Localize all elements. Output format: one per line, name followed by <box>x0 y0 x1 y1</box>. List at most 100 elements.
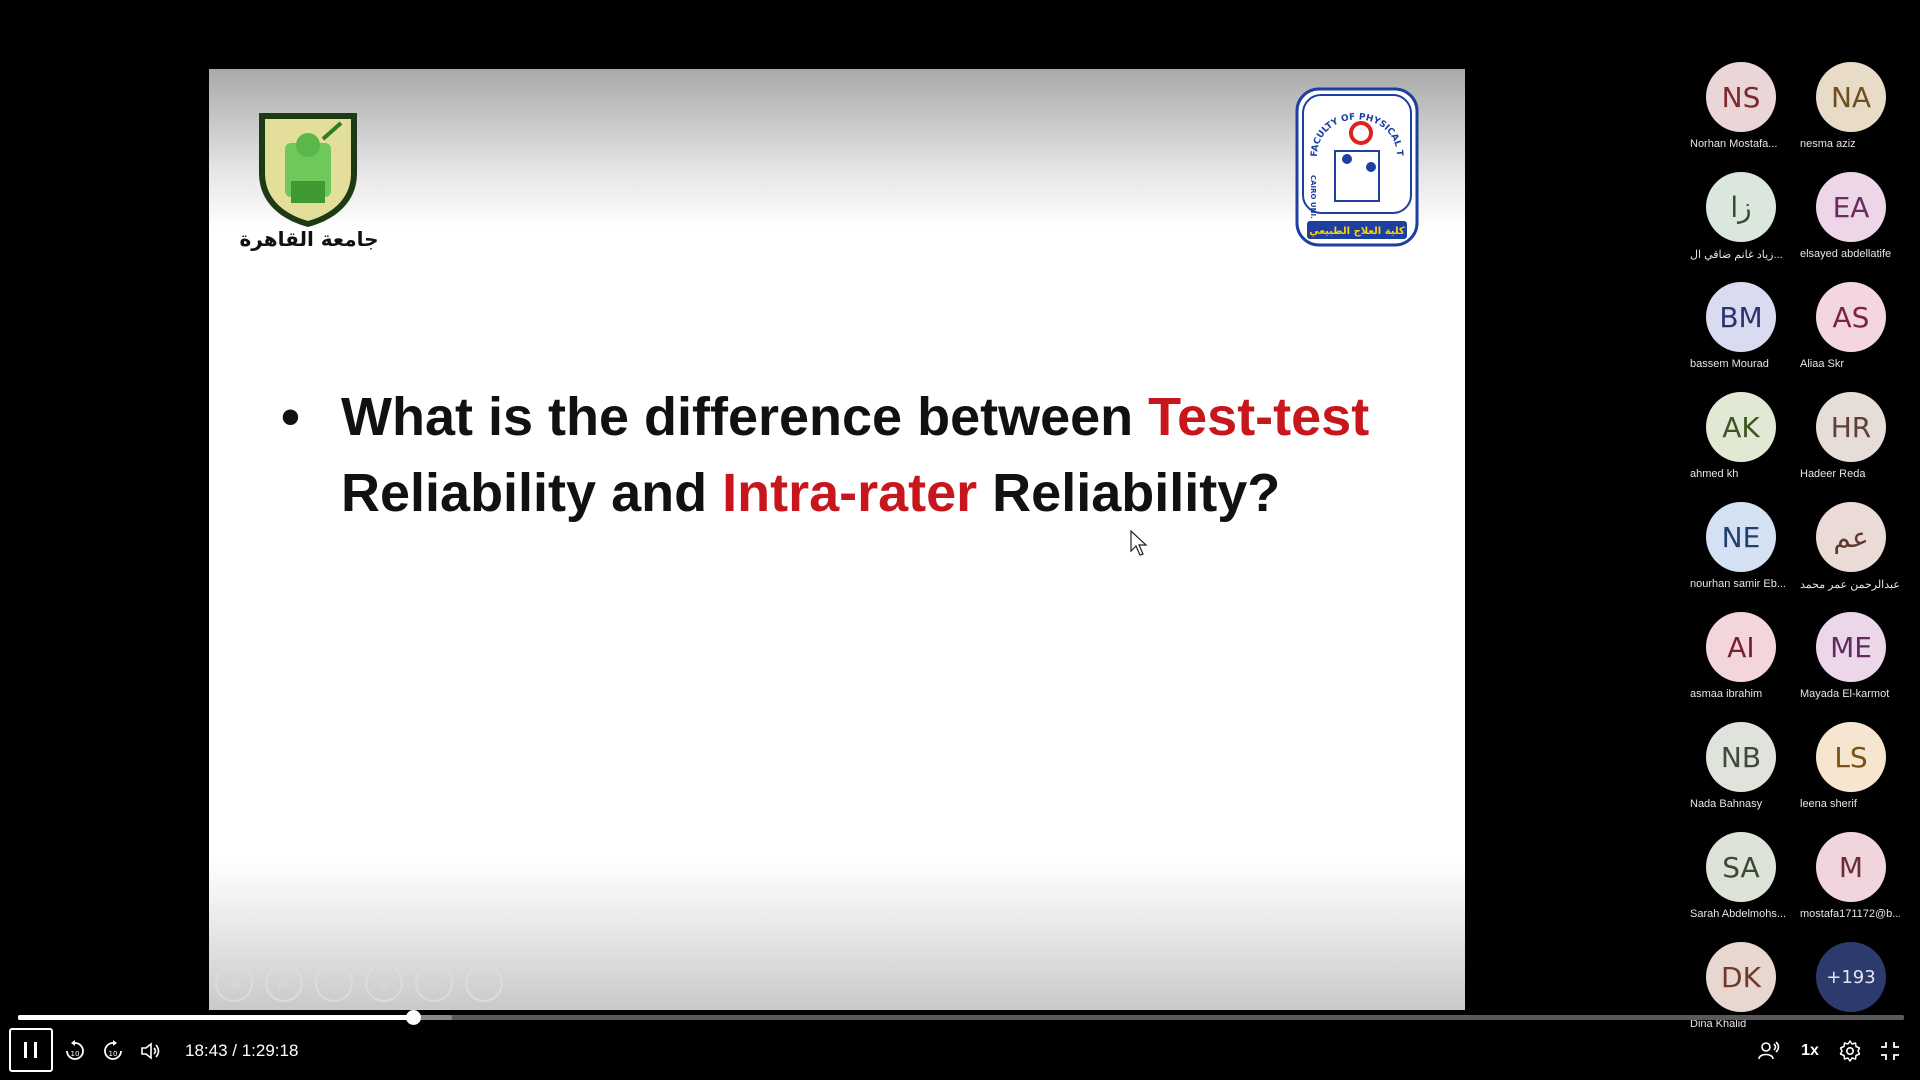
next-slide-icon[interactable]: ▶ <box>265 964 303 1002</box>
participant-tile[interactable]: زا زياد غانم ضاقي ال... <box>1690 172 1790 261</box>
played-range <box>18 1015 414 1020</box>
avatar: AK <box>1706 392 1776 462</box>
seek-handle[interactable] <box>406 1010 422 1025</box>
participants-icon <box>1758 1041 1780 1060</box>
avatar: عم <box>1816 502 1886 572</box>
participant-name: Hadeer Reda <box>1800 468 1866 480</box>
participant-name: mostafa171172@b... <box>1800 908 1900 920</box>
player-controls: 10 10 18:43 / 1:29:18 1x <box>0 1028 1920 1074</box>
mouse-cursor-icon <box>1130 530 1148 556</box>
participant-name: asmaa ibrahim <box>1690 688 1763 700</box>
more-participants-avatar: +193 <box>1816 942 1886 1012</box>
time-display: 18:43 / 1:29:18 <box>185 1028 298 1074</box>
participant-tile[interactable]: SA Sarah Abdelmohs... <box>1690 832 1790 920</box>
exit-fullscreen-icon <box>1881 1042 1899 1060</box>
participant-tile[interactable]: AS Aliaa Skr <box>1800 282 1900 370</box>
participant-name: nourhan samir Eb... <box>1690 578 1786 590</box>
bullet-marker: • <box>281 387 300 447</box>
exit-fullscreen-button[interactable] <box>1874 1028 1906 1074</box>
play-pause-button[interactable] <box>9 1028 53 1072</box>
shield-icon <box>259 113 357 227</box>
presentation-slide: جامعة القاهرة FACULTY OF PHYSICAL THERAP… <box>209 69 1465 1010</box>
highlight-test-test: Test-test <box>1148 387 1370 447</box>
faculty-emblem-icon: FACULTY OF PHYSICAL THERAPY CAIRO UNI. ك… <box>1291 80 1419 247</box>
participant-tile[interactable]: NS Norhan Mostafa... <box>1690 62 1790 150</box>
avatar: NB <box>1706 722 1776 792</box>
participant-name: Nada Bahnasy <box>1690 798 1763 810</box>
forward-10-icon: 10 <box>104 1040 122 1060</box>
rewind-10-icon: 10 <box>66 1040 84 1060</box>
participant-name: زياد غانم ضاقي ال... <box>1690 249 1783 261</box>
pen-icon[interactable]: ✎ <box>315 964 353 1002</box>
left-logo-text: جامعة القاهرة <box>239 227 379 251</box>
participant-name: ahmed kh <box>1690 468 1739 480</box>
gear-icon <box>1839 1040 1861 1062</box>
avatar: AI <box>1706 612 1776 682</box>
volume-icon <box>141 1042 160 1060</box>
cairo-university-logo: جامعة القاهرة <box>239 109 379 269</box>
svg-text:10: 10 <box>109 1050 118 1058</box>
avatar: ME <box>1816 612 1886 682</box>
participant-tile[interactable]: AI asmaa ibrahim <box>1690 612 1790 700</box>
participant-tile[interactable]: NE nourhan samir Eb... <box>1690 502 1790 590</box>
avatar: SA <box>1706 832 1776 902</box>
question-text-2a: Reliability and <box>341 463 723 523</box>
participant-tile[interactable]: NB Nada Bahnasy <box>1690 722 1790 810</box>
avatar: HR <box>1816 392 1886 462</box>
participant-tile[interactable]: BM bassem Mourad <box>1690 282 1790 370</box>
participant-name: bassem Mourad <box>1690 358 1769 370</box>
slide-question: • What is the difference between Test-te… <box>281 379 1421 531</box>
total-time: 1:29:18 <box>241 1041 299 1060</box>
progress-bar[interactable] <box>18 1010 1904 1025</box>
avatar: زا <box>1706 172 1776 242</box>
participant-tile[interactable]: NA nesma aziz <box>1800 62 1900 150</box>
participant-name: Dina Khalid <box>1690 1018 1747 1030</box>
participant-name: عبدالرحمن عمر محمد <box>1800 579 1900 591</box>
volume-button[interactable] <box>136 1028 166 1074</box>
avatar: BM <box>1706 282 1776 352</box>
participant-tile[interactable]: عم عبدالرحمن عمر محمد <box>1800 502 1900 591</box>
question-line-2: Reliability and Intra-rater Reliability? <box>281 455 1421 531</box>
avatar: NS <box>1706 62 1776 132</box>
participant-tile[interactable]: ME Mayada El-karmot <box>1800 612 1900 700</box>
avatar: AS <box>1816 282 1886 352</box>
participant-name: nesma aziz <box>1800 138 1856 150</box>
participant-name: Sarah Abdelmohs... <box>1690 908 1787 920</box>
pause-icon <box>24 1042 37 1058</box>
participant-tile[interactable]: HR Hadeer Reda <box>1800 392 1900 480</box>
participant-name: Aliaa Skr <box>1800 358 1845 370</box>
participant-name: Mayada El-karmot <box>1800 688 1890 700</box>
settings-button[interactable] <box>1834 1028 1866 1074</box>
avatar: LS <box>1816 722 1886 792</box>
playback-speed-button[interactable]: 1x <box>1801 1042 1819 1059</box>
participant-tile[interactable]: AK ahmed kh <box>1690 392 1790 480</box>
participant-tile[interactable]: LS leena sherif <box>1800 722 1900 810</box>
previous-slide-icon[interactable]: ◀ <box>215 964 253 1002</box>
right-logo-arabic: كلية العلاج الطبيعي <box>1309 226 1405 237</box>
right-logo-side-text: CAIRO UNI. <box>1309 175 1317 219</box>
avatar: NE <box>1706 502 1776 572</box>
slides-grid-icon[interactable]: ▦ <box>365 964 403 1002</box>
participant-tile[interactable]: DK Dina Khalid <box>1690 942 1790 1030</box>
forward-10-button[interactable]: 10 <box>98 1028 128 1074</box>
avatar: M <box>1816 832 1886 902</box>
participant-name: Norhan Mostafa... <box>1690 138 1778 150</box>
avatar: NA <box>1816 62 1886 132</box>
avatar: EA <box>1816 172 1886 242</box>
faculty-physical-therapy-logo: FACULTY OF PHYSICAL THERAPY CAIRO UNI. ك… <box>1291 80 1419 247</box>
avatar: DK <box>1706 942 1776 1012</box>
participants-button[interactable] <box>1753 1028 1785 1074</box>
slide-navigation: ◀ ▶ ✎ ▦ ⌕ ••• <box>215 964 503 1002</box>
rewind-10-button[interactable]: 10 <box>60 1028 90 1074</box>
participant-tile[interactable]: +193 <box>1800 942 1900 1018</box>
question-line-1: What is the difference between Test-test <box>281 379 1421 455</box>
zoom-icon[interactable]: ⌕ <box>415 964 453 1002</box>
more-options-icon[interactable]: ••• <box>465 964 503 1002</box>
time-separator: / <box>227 1041 242 1060</box>
svg-text:10: 10 <box>71 1050 80 1058</box>
current-time: 18:43 <box>185 1041 228 1060</box>
question-text-2c: Reliability? <box>977 463 1281 523</box>
participant-tile[interactable]: EA elsayed abdellatife <box>1800 172 1900 260</box>
question-text-1a: What is the difference between <box>341 387 1149 447</box>
